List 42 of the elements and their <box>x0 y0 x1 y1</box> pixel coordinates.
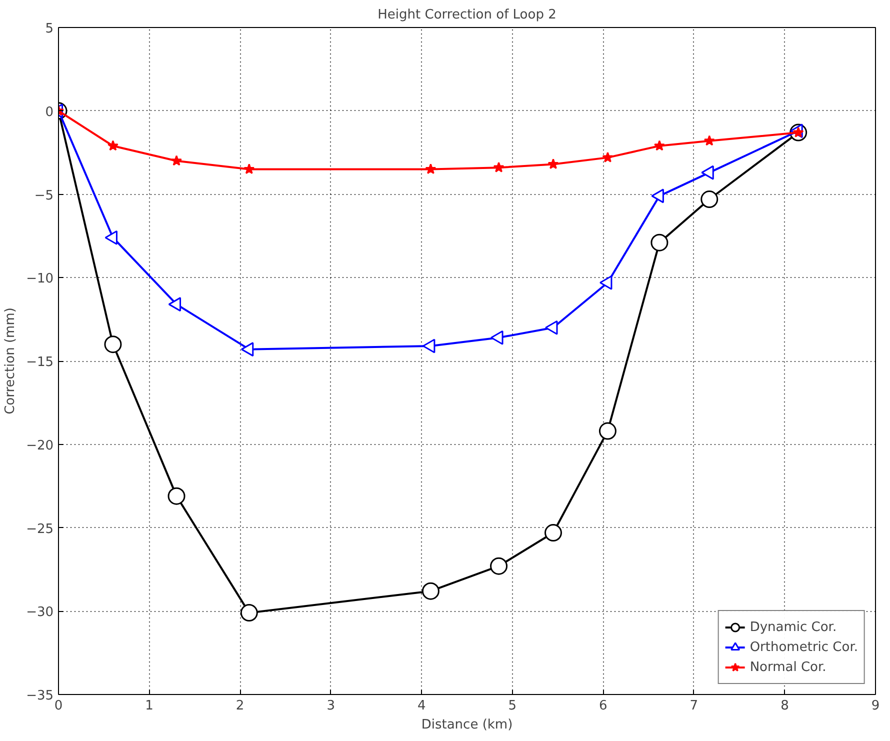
y-tick-label: −35 <box>26 688 54 704</box>
y-tick-label: −15 <box>26 355 54 370</box>
y-tick-label: 5 <box>45 22 54 36</box>
y-tick-label: 0 <box>45 104 54 120</box>
legend-label: Orthometric Cor. <box>750 640 858 654</box>
x-tick-label: 1 <box>145 698 154 714</box>
x-tick-label: 2 <box>236 698 244 714</box>
x-tick-label: 7 <box>690 698 698 714</box>
y-tick-label: −10 <box>26 272 54 287</box>
x-tick-label: 5 <box>508 698 517 714</box>
x-tick-label: 3 <box>326 698 335 714</box>
point <box>168 487 186 505</box>
point <box>490 557 508 575</box>
y-tick-label: −20 <box>26 438 54 454</box>
point <box>422 582 440 600</box>
point <box>425 163 436 174</box>
x-tick-label: 4 <box>417 698 426 714</box>
point <box>244 163 255 174</box>
point <box>704 135 715 146</box>
x-axis-title: Distance (km) <box>421 718 513 732</box>
point <box>700 190 718 208</box>
point <box>240 604 258 622</box>
point <box>171 155 182 166</box>
legend-label: Dynamic Cor. <box>750 620 837 634</box>
chart-title: Height Correction of Loop 2 <box>378 8 556 22</box>
y-axis-title: Correction (mm) <box>3 308 18 414</box>
legend-label: Normal Cor. <box>750 660 826 674</box>
x-tick-label: 8 <box>780 698 789 714</box>
y-tick-label: −30 <box>26 605 54 620</box>
x-tick-label: 6 <box>599 698 608 714</box>
x-tick-label: 9 <box>871 698 880 714</box>
point <box>650 234 668 252</box>
point <box>598 422 616 440</box>
y-tick-label: −25 <box>26 522 54 537</box>
point <box>654 140 665 151</box>
point <box>544 524 562 542</box>
point <box>107 140 118 151</box>
point <box>548 158 559 170</box>
point <box>493 162 504 172</box>
point <box>602 152 614 162</box>
point <box>104 336 122 354</box>
y-tick-label: −5 <box>34 188 54 204</box>
